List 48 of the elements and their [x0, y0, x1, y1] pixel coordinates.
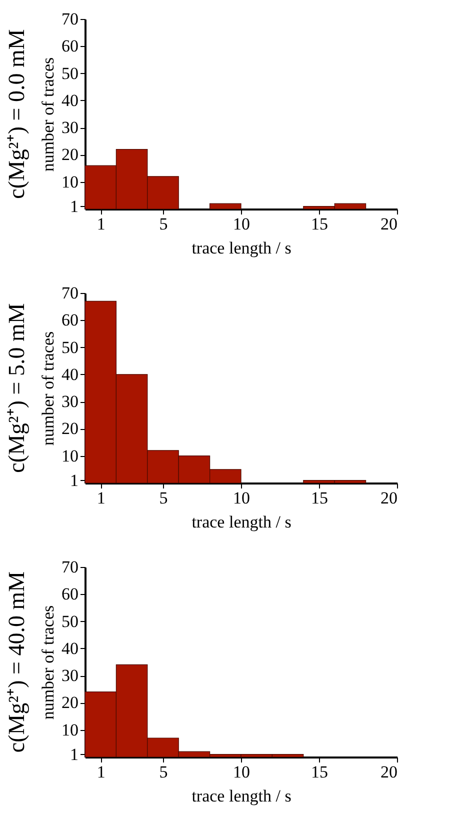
x-tick-label: 15 — [311, 762, 328, 782]
y-tick-label: 70 — [62, 10, 78, 28]
y-tick-label: 20 — [62, 145, 78, 164]
x-tick-label: 15 — [311, 214, 328, 234]
x-tick-label: 20 — [380, 762, 398, 782]
x-tick-label: 20 — [380, 214, 398, 234]
y-tick-label: 50 — [62, 612, 78, 631]
y-tick-label: 60 — [62, 36, 78, 56]
y-tick-label: 50 — [62, 64, 78, 83]
x-axis-title: trace length / s — [192, 238, 292, 258]
x-tick-label: 1 — [96, 214, 106, 234]
y-tick-label: 30 — [62, 666, 78, 686]
x-tick-label: 10 — [233, 214, 250, 234]
x-axis-title: trace length / s — [192, 512, 292, 532]
x-tick-label: 20 — [380, 488, 398, 508]
y-tick-label: 40 — [62, 90, 78, 110]
y-tick-label: 70 — [62, 284, 78, 302]
y-tick-label: 20 — [62, 693, 78, 712]
x-tick-label: 1 — [96, 488, 106, 508]
y-tick-label: 1 — [70, 470, 78, 490]
y-tick-label: 60 — [62, 584, 78, 604]
y-tick-label: 1 — [70, 744, 78, 764]
y-tick-label: 60 — [62, 310, 78, 330]
y-axis-title: number of traces — [38, 605, 58, 720]
y-tick-label: 70 — [62, 558, 78, 576]
x-tick-label: 10 — [233, 488, 250, 508]
y-tick-label: 50 — [62, 338, 78, 357]
text: c(Mg²⁺) = 5.0 mM — [4, 303, 29, 473]
x-tick-label: 10 — [233, 762, 250, 782]
x-tick-label: 1 — [96, 762, 106, 782]
y-tick-label: 40 — [62, 364, 78, 384]
y-tick-label: 10 — [62, 172, 78, 192]
x-tick-label: 15 — [311, 488, 328, 508]
y-axis-title: number of traces — [38, 331, 58, 446]
x-tick-label: 5 — [159, 762, 168, 782]
text: c(Mg²⁺) = 40.0 mM — [4, 571, 29, 753]
y-tick-label: 10 — [62, 720, 78, 740]
y-axis-title: number of traces — [38, 57, 58, 172]
x-tick-label: 5 — [159, 214, 168, 234]
text: c(Mg²⁺) = 0.0 mM — [4, 29, 29, 199]
y-tick-label: 30 — [62, 118, 78, 138]
y-tick-label: 40 — [62, 638, 78, 658]
y-tick-label: 1 — [70, 196, 78, 216]
y-tick-label: 10 — [62, 446, 78, 466]
x-tick-label: 5 — [159, 488, 168, 508]
y-tick-label: 30 — [62, 392, 78, 412]
x-axis-title: trace length / s — [192, 786, 292, 806]
y-tick-label: 20 — [62, 419, 78, 438]
